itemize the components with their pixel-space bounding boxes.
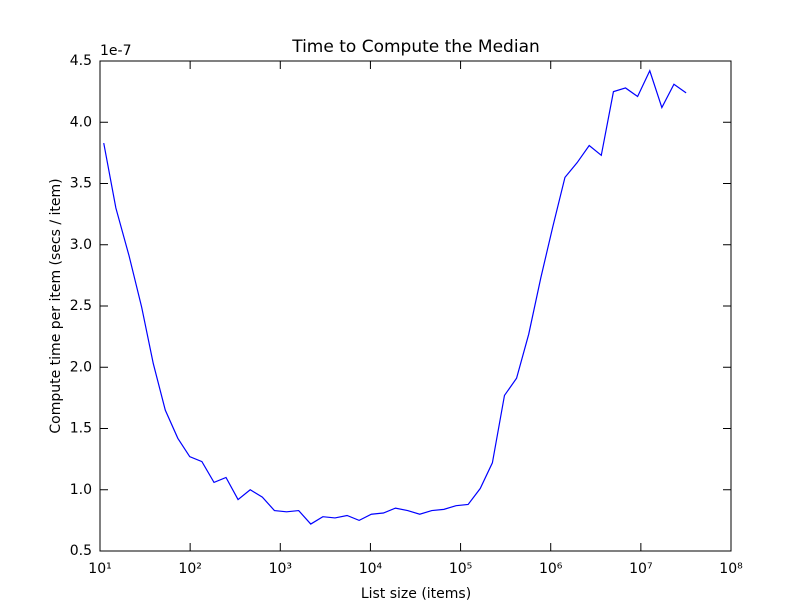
x-tick-label: 10¹ <box>88 561 111 577</box>
x-tick-label: 10⁵ <box>449 561 472 577</box>
data-line <box>103 69 687 525</box>
x-tick-label: 10⁷ <box>629 561 652 577</box>
y-tick-label: 3.0 <box>70 237 92 253</box>
x-tick-label: 10³ <box>269 561 292 577</box>
y-tick-label: 4.5 <box>70 53 92 69</box>
x-tick-label: 10⁴ <box>359 561 383 577</box>
y-tick-label: 1.5 <box>70 421 92 437</box>
y-tick-label: 1.0 <box>70 482 92 498</box>
plot-frame <box>99 60 732 552</box>
y-tick-label: 0.5 <box>70 543 92 559</box>
x-tick-label: 10² <box>178 561 201 577</box>
y-tick-label: 4.0 <box>70 114 92 130</box>
y-axis-label: Compute time per item (secs / item) <box>48 178 64 433</box>
y-tick-label: 3.5 <box>70 176 92 192</box>
x-tick-label: 10⁸ <box>719 561 743 577</box>
y-tick-label: 2.0 <box>70 359 92 375</box>
y-tick-label: 2.5 <box>70 298 92 314</box>
chart-title: Time to Compute the Median <box>291 37 540 57</box>
x-tick-label: 10⁶ <box>539 561 563 577</box>
y-offset-label: 1e-7 <box>100 43 131 59</box>
x-axis-label: List size (items) <box>361 586 471 602</box>
